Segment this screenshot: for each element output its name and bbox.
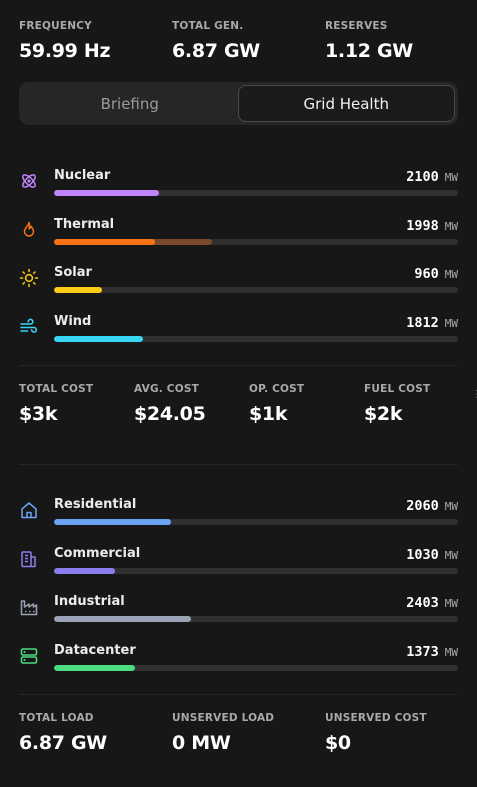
- load-value: 2403: [406, 595, 439, 611]
- generation-list: Nuclear 2100 MW Thermal 1998 MW Solar 960 M…: [19, 168, 458, 362]
- source-name: Nuclear: [54, 168, 111, 183]
- stat-label: OP. COST: [249, 383, 305, 395]
- server-icon: [19, 646, 39, 666]
- total-cost-stat: TOTAL COST $3k: [19, 382, 134, 426]
- source-value: 960: [414, 266, 439, 282]
- list-item: Industrial 2403 MW: [19, 594, 458, 643]
- stat-value: 1.12 GW: [325, 40, 413, 62]
- progress-track: [54, 519, 458, 525]
- source-unit: MW: [444, 171, 458, 184]
- unserved-cost-stat: UNSERVED COST $0: [325, 711, 477, 755]
- frequency-stat: FREQUENCY 59.99 Hz: [19, 19, 172, 63]
- source-unit: MW: [444, 219, 458, 233]
- load-unit: MW: [444, 597, 458, 610]
- resize-handle-icon[interactable]: ⋮: [472, 389, 477, 400]
- stat-value: $24.05: [134, 403, 206, 425]
- load-value: 1030: [406, 546, 439, 563]
- stat-label: TOTAL GEN.: [172, 20, 244, 32]
- stat-value: $0: [325, 732, 351, 754]
- list-item: Datacenter 1373 MW: [19, 643, 458, 692]
- progress-track: [54, 335, 458, 342]
- total-gen-stat: TOTAL GEN. 6.87 GW: [172, 19, 325, 63]
- source-unit: MW: [444, 268, 458, 281]
- stat-value: $2k: [364, 403, 403, 425]
- tab-briefing[interactable]: Briefing: [100, 94, 159, 113]
- sun-icon: [19, 268, 39, 288]
- view-tabs: Briefing Grid Health: [19, 82, 458, 125]
- list-item: Residential 2060 MW: [19, 497, 458, 546]
- load-name: Residential: [54, 497, 137, 512]
- op-cost-stat: OP. COST $1k: [249, 382, 364, 426]
- progress-fill: [54, 238, 155, 245]
- stat-value: $1k: [249, 403, 288, 425]
- fuel-cost-stat: FUEL COST $2k: [364, 382, 477, 426]
- list-item: Thermal 1998 MW: [19, 217, 458, 266]
- load-name: Commercial: [54, 545, 141, 561]
- progress-fill: [54, 616, 192, 622]
- source-unit: MW: [444, 316, 458, 330]
- stat-label: TOTAL COST: [19, 383, 94, 395]
- load-name: Industrial: [54, 594, 125, 609]
- progress-fill: [54, 190, 160, 196]
- progress-fill: [54, 287, 103, 293]
- progress-track: [54, 190, 458, 196]
- source-name: Thermal: [54, 216, 115, 232]
- load-list: Residential 2060 MW Commercial 1030 MW Ind…: [19, 497, 458, 691]
- cost-stats: TOTAL COST $3k AVG. COST $24.05 OP. COST…: [19, 382, 459, 426]
- load-unit: MW: [444, 645, 458, 659]
- wind-icon: [19, 317, 39, 337]
- source-name: Solar: [54, 265, 92, 280]
- unserved-load-stat: UNSERVED LOAD 0 MW: [172, 711, 325, 755]
- stat-label: FREQUENCY: [19, 20, 92, 32]
- load-stats: TOTAL LOAD 6.87 GW UNSERVED LOAD 0 MW UN…: [19, 711, 459, 755]
- divider: [19, 464, 458, 465]
- stat-value: 6.87 GW: [172, 40, 260, 62]
- stat-label: AVG. COST: [134, 383, 199, 395]
- stat-label: RESERVES: [325, 20, 388, 32]
- top-stats: FREQUENCY 59.99 Hz TOTAL GEN. 6.87 GW RE…: [19, 19, 459, 63]
- progress-fill: [54, 519, 172, 525]
- progress-track: [54, 616, 458, 622]
- progress-fill: [54, 567, 115, 574]
- progress-track: [54, 567, 458, 574]
- progress-track: [54, 664, 458, 671]
- source-value: 2100: [406, 169, 439, 185]
- building-icon: [19, 549, 39, 569]
- progress-track: [54, 238, 458, 245]
- progress-fill: [54, 335, 143, 342]
- list-item: Wind 1812 MW: [19, 314, 458, 363]
- factory-icon: [19, 597, 39, 617]
- progress-fill: [54, 664, 135, 671]
- stat-value: 0 MW: [172, 732, 231, 754]
- stat-value: 6.87 GW: [19, 732, 107, 754]
- divider: [19, 365, 458, 366]
- reserves-stat: RESERVES 1.12 GW: [325, 19, 477, 63]
- source-value: 1812: [406, 314, 439, 331]
- stat-label: TOTAL LOAD: [19, 712, 94, 724]
- stat-label: UNSERVED COST: [325, 712, 427, 724]
- tab-grid-health[interactable]: Grid Health: [237, 85, 455, 122]
- load-unit: MW: [444, 548, 458, 562]
- source-value: 1998: [406, 217, 439, 234]
- avg-cost-stat: AVG. COST $24.05: [134, 382, 249, 426]
- stat-label: FUEL COST: [364, 383, 431, 395]
- load-value: 2060: [406, 498, 439, 514]
- stat-value: 59.99 Hz: [19, 40, 111, 62]
- load-name: Datacenter: [54, 642, 136, 658]
- progress-track: [54, 287, 458, 293]
- stat-value: $3k: [19, 403, 58, 425]
- list-item: Nuclear 2100 MW: [19, 168, 458, 217]
- total-load-stat: TOTAL LOAD 6.87 GW: [19, 711, 172, 755]
- load-value: 1373: [406, 643, 439, 660]
- load-unit: MW: [444, 500, 458, 513]
- flame-icon: [19, 220, 39, 240]
- home-icon: [19, 500, 39, 520]
- list-item: Solar 960 MW: [19, 265, 458, 314]
- divider: [19, 694, 458, 695]
- list-item: Commercial 1030 MW: [19, 546, 458, 595]
- source-name: Wind: [54, 313, 92, 329]
- atom-icon: [19, 171, 39, 191]
- stat-label: UNSERVED LOAD: [172, 712, 275, 724]
